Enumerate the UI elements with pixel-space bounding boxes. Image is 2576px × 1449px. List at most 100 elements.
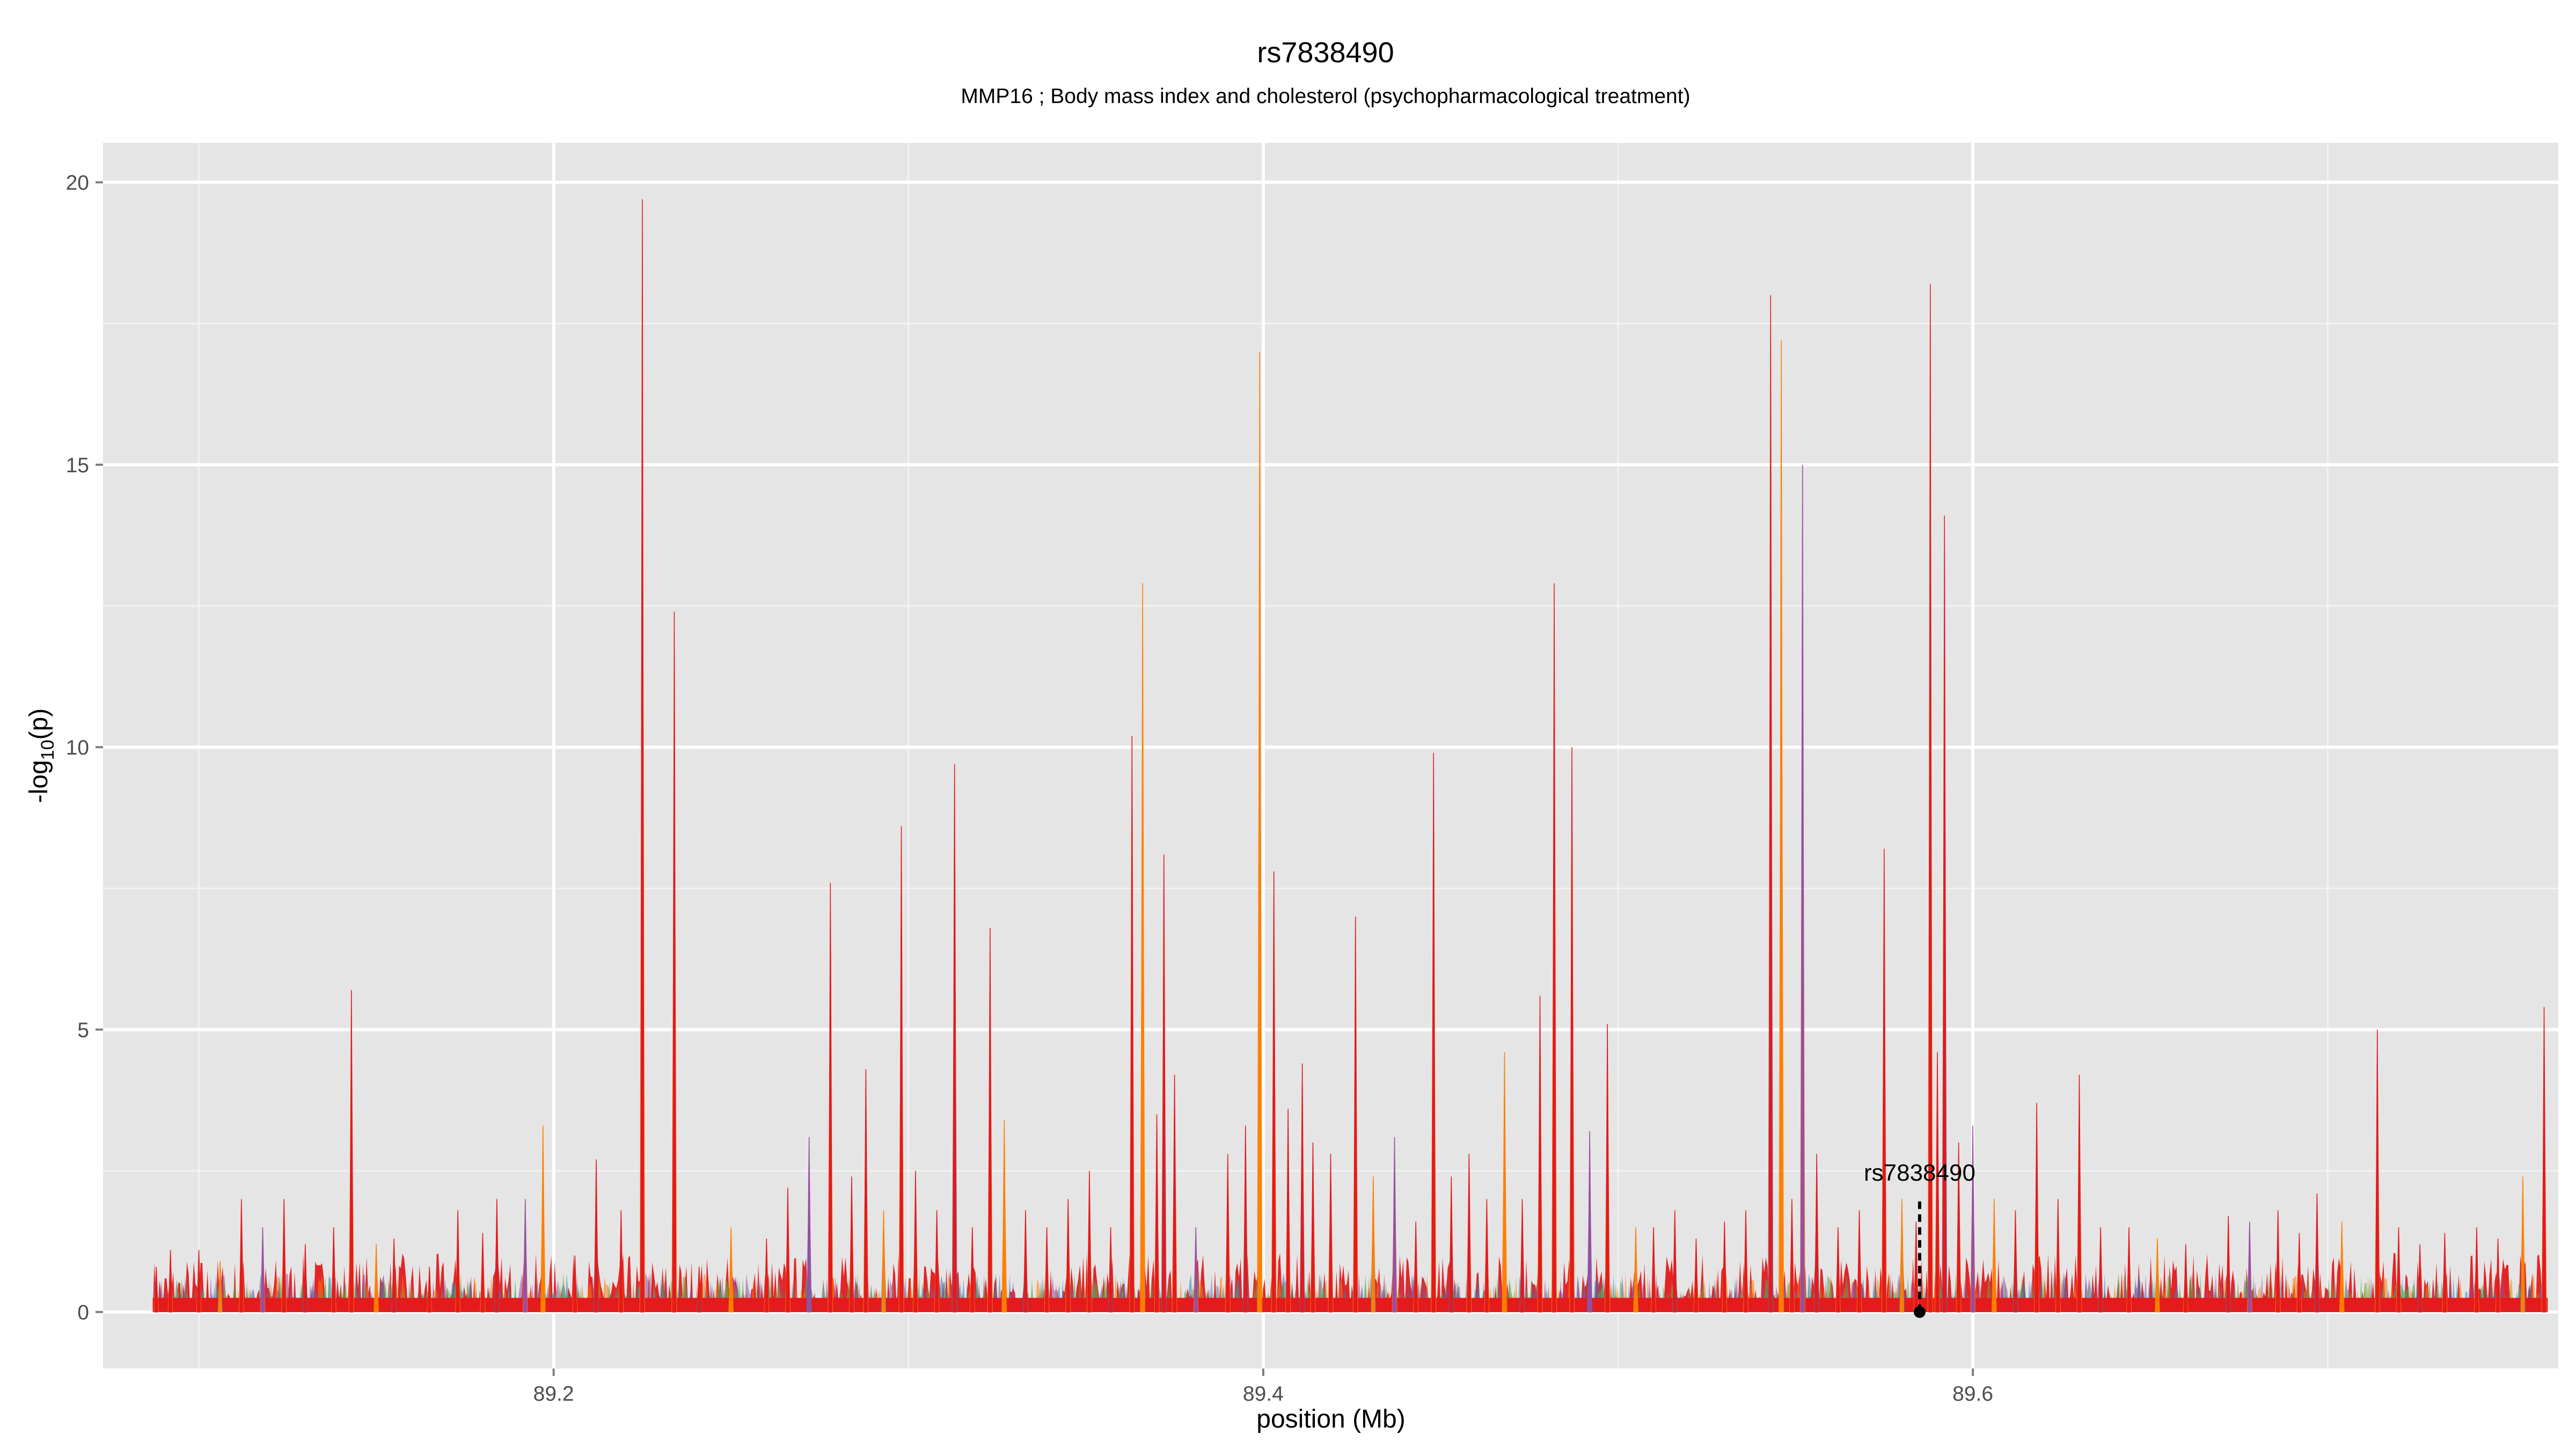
peak: [1172, 1074, 1177, 1313]
peak: [1140, 583, 1145, 1313]
peak: [1328, 1154, 1333, 1313]
peak: [640, 199, 645, 1313]
peak: [970, 1227, 975, 1313]
peak: [1790, 1199, 1794, 1313]
x-tick-label: 89.6: [1952, 1382, 1993, 1406]
peak: [2013, 1210, 2018, 1313]
peak-series: [153, 199, 2547, 1313]
peak: [1130, 736, 1135, 1313]
peak: [2127, 1227, 2132, 1313]
peak: [1538, 996, 1542, 1313]
peak: [1502, 1052, 1507, 1313]
peak: [456, 1210, 460, 1313]
x-tick-label: 89.2: [533, 1382, 574, 1406]
peak: [594, 1159, 598, 1313]
peak: [899, 826, 904, 1313]
chart-subtitle: MMP16 ; Body mass index and cholesterol …: [961, 85, 1690, 108]
peak: [2155, 1238, 2160, 1313]
peak: [1835, 1227, 1840, 1313]
peak: [1108, 1227, 1113, 1313]
peak: [1587, 1131, 1592, 1313]
peak: [987, 928, 992, 1313]
baseline-noise: [152, 1253, 2548, 1312]
annotation-point: [1913, 1306, 1926, 1318]
peak: [1243, 1125, 1248, 1313]
y-tick-label: 10: [66, 736, 89, 759]
peak: [1286, 1108, 1291, 1313]
peak: [168, 1249, 173, 1313]
peak: [1300, 1063, 1305, 1313]
peak: [807, 1137, 811, 1313]
peak: [2315, 1193, 2319, 1313]
peak: [1899, 1199, 1904, 1313]
peak: [303, 1244, 308, 1313]
peak: [427, 1267, 432, 1313]
peak: [2183, 1244, 2188, 1313]
peak: [1744, 1210, 1748, 1313]
peak: [1722, 1221, 1727, 1313]
peak: [374, 1244, 379, 1313]
peak: [1044, 1227, 1049, 1313]
peak: [1257, 352, 1262, 1313]
peak: [1928, 284, 1933, 1313]
peak: [1087, 1170, 1092, 1313]
peak: [828, 882, 833, 1313]
peak: [2035, 1103, 2039, 1313]
peak: [1520, 1199, 1525, 1313]
peak: [1484, 1199, 1489, 1313]
peak: [1353, 916, 1358, 1313]
peak: [2396, 1227, 2401, 1313]
peak: [1449, 1176, 1454, 1313]
peak: [1371, 1176, 1375, 1313]
chart-title: rs7838490: [1257, 36, 1394, 69]
peak: [1605, 1023, 1610, 1313]
peak: [523, 1199, 528, 1313]
peak: [1935, 1052, 1940, 1313]
y-axis-title-tail: (p): [25, 708, 53, 740]
y-tick-label: 20: [66, 172, 89, 195]
peak: [218, 1261, 223, 1313]
x-axis-title: position (Mb): [1256, 1405, 1405, 1433]
peak: [573, 1255, 577, 1313]
peak: [331, 1227, 336, 1313]
peak: [1431, 752, 1436, 1313]
peak: [2474, 1227, 2479, 1313]
peak: [480, 1233, 485, 1313]
y-tick-label: 0: [77, 1301, 89, 1324]
peak: [1154, 1114, 1159, 1313]
peak: [260, 1227, 265, 1313]
peak: [1942, 515, 1947, 1313]
peak: [764, 1238, 769, 1313]
peak: [282, 1199, 287, 1313]
peak: [2055, 1199, 2060, 1313]
peak: [786, 1188, 790, 1313]
peak: [494, 1199, 499, 1313]
peak: [1779, 340, 1784, 1313]
y-axis-ticks: 0 5 10 15 20: [66, 172, 103, 1324]
peak: [934, 1210, 939, 1313]
y-axis-title: -log10(p): [25, 708, 58, 803]
peak: [863, 1069, 868, 1313]
peak: [1225, 1154, 1230, 1313]
peak: [349, 990, 354, 1313]
peak: [1467, 1154, 1472, 1313]
baseline-band: [152, 1298, 2548, 1312]
y-axis-title-base: -log: [25, 760, 53, 803]
peak: [1800, 464, 1805, 1313]
peak: [392, 1238, 397, 1313]
y-tick-label: 5: [77, 1019, 89, 1042]
peak: [1023, 1210, 1028, 1313]
peak: [1651, 1227, 1656, 1313]
peak: [540, 1125, 545, 1313]
peak: [2442, 1233, 2447, 1313]
peak: [729, 1227, 734, 1313]
peak: [2375, 1029, 2380, 1313]
peak: [1694, 1238, 1699, 1313]
peak: [2077, 1074, 2082, 1313]
peak: [1570, 747, 1575, 1313]
peak: [2098, 1227, 2103, 1313]
peak: [1814, 1154, 1819, 1313]
peak: [619, 1210, 624, 1313]
peak: [913, 1170, 918, 1313]
peak: [2418, 1244, 2423, 1313]
